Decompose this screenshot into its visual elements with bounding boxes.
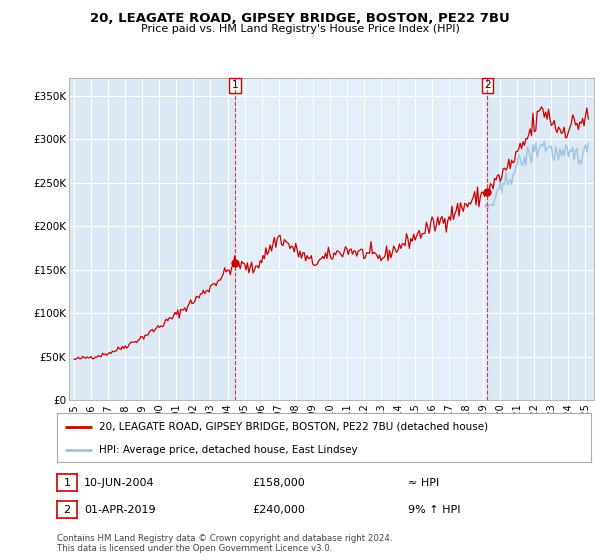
Text: £240,000: £240,000 — [252, 505, 305, 515]
Text: 10-JUN-2004: 10-JUN-2004 — [84, 478, 155, 488]
Text: 2: 2 — [484, 81, 491, 90]
Text: 2: 2 — [64, 505, 70, 515]
Bar — [235, 78, 487, 400]
Text: 01-APR-2019: 01-APR-2019 — [84, 505, 155, 515]
Text: 20, LEAGATE ROAD, GIPSEY BRIDGE, BOSTON, PE22 7BU (detached house): 20, LEAGATE ROAD, GIPSEY BRIDGE, BOSTON,… — [98, 422, 488, 432]
Text: ≈ HPI: ≈ HPI — [408, 478, 439, 488]
Text: 1: 1 — [232, 81, 239, 90]
Text: Price paid vs. HM Land Registry's House Price Index (HPI): Price paid vs. HM Land Registry's House … — [140, 24, 460, 34]
Text: 20, LEAGATE ROAD, GIPSEY BRIDGE, BOSTON, PE22 7BU: 20, LEAGATE ROAD, GIPSEY BRIDGE, BOSTON,… — [90, 12, 510, 25]
Text: 9% ↑ HPI: 9% ↑ HPI — [408, 505, 461, 515]
Text: 1: 1 — [64, 478, 70, 488]
Text: £158,000: £158,000 — [252, 478, 305, 488]
Text: Contains HM Land Registry data © Crown copyright and database right 2024.
This d: Contains HM Land Registry data © Crown c… — [57, 534, 392, 553]
Text: HPI: Average price, detached house, East Lindsey: HPI: Average price, detached house, East… — [98, 445, 357, 455]
